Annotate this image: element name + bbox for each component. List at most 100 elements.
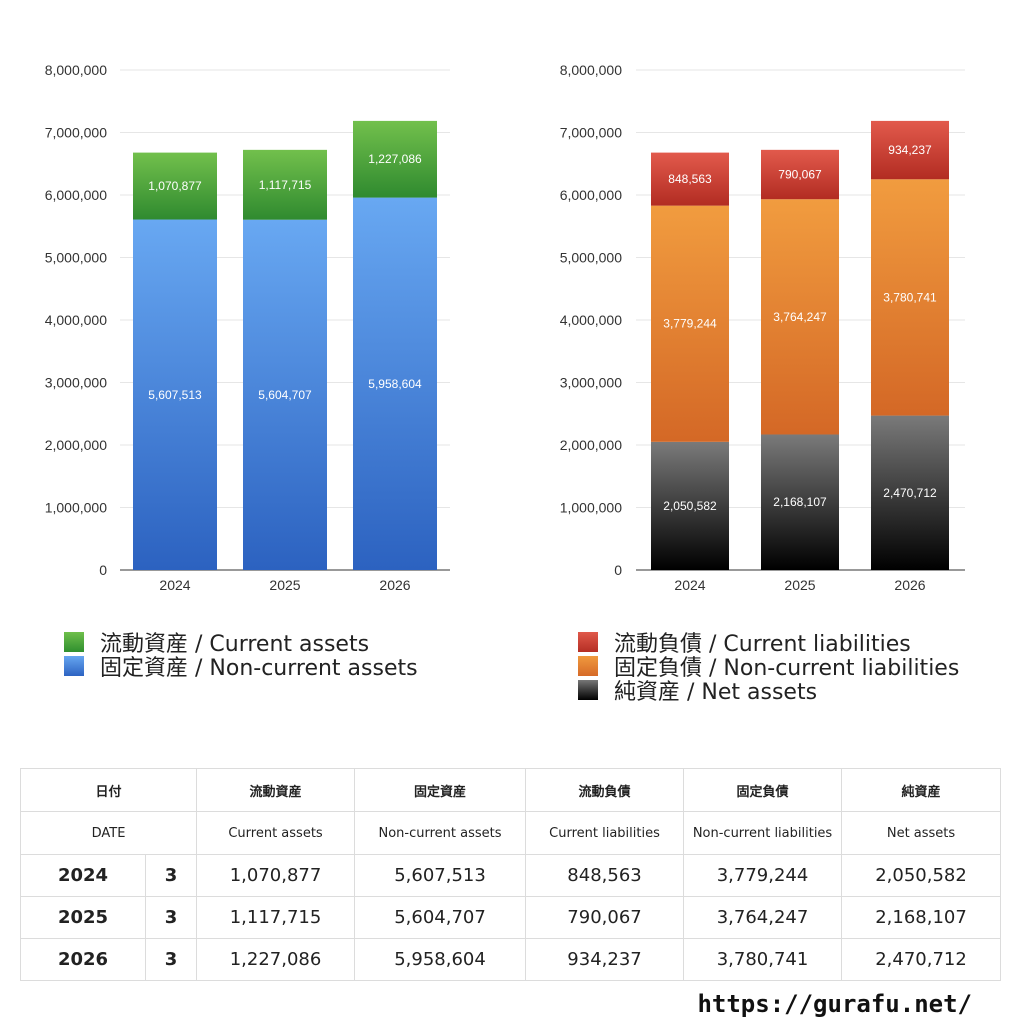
data-label-noncurrent-assets: 5,604,707 <box>258 388 312 402</box>
cell-current-liabilities: 934,237 <box>525 938 685 981</box>
data-label-current-assets: 1,117,715 <box>259 178 312 192</box>
header-date-jp: 日付 <box>19 768 198 812</box>
y-tick-label: 8,000,000 <box>560 62 622 78</box>
data-label-current-assets: 1,227,086 <box>368 152 422 166</box>
data-label-current-assets: 1,070,877 <box>148 179 202 193</box>
y-tick-label: 2,000,000 <box>560 437 622 453</box>
liabilities-legend: 流動負債 / Current liabilities 固定負債 / Non-cu… <box>578 630 959 705</box>
table-header-jp: 日付 流動資産 固定資産 流動負債 固定負債 純資産 <box>19 768 1002 812</box>
table-row: 2024 3 1,070,877 5,607,513 848,563 3,779… <box>20 854 1002 897</box>
legend-item-net-assets: 純資産 / Net assets <box>578 678 959 705</box>
bar-current-liabilities <box>871 120 949 180</box>
legend-swatch-current-liabilities <box>578 632 598 652</box>
cell-current-liabilities: 848,563 <box>525 854 685 897</box>
cell-net-assets: 2,050,582 <box>841 854 1002 897</box>
y-tick-label: 5,000,000 <box>45 250 107 266</box>
bar-noncurrent-assets <box>353 197 437 570</box>
assets-chart: 0 1,000,000 2,000,000 3,000,000 4,000,000 5,0… <box>45 62 450 593</box>
legend-label-net-assets: 純資産 / Net assets <box>614 680 818 705</box>
liabilities-chart: 0 1,000,000 2,000,000 3,000,000 4,000,000 5,0… <box>560 62 965 593</box>
data-label-noncurrent-liabilities: 3,779,244 <box>663 317 717 331</box>
row-count: 3 <box>144 938 198 981</box>
header-current-assets-en: Current assets <box>196 811 356 855</box>
header-date-en: DATE <box>19 811 198 855</box>
data-label-current-liabilities: 790,067 <box>778 168 822 182</box>
bar-net-assets <box>871 415 949 570</box>
data-label-noncurrent-assets: 5,958,604 <box>368 377 422 391</box>
y-tick-label: 4,000,000 <box>560 312 622 328</box>
data-label-noncurrent-liabilities: 3,764,247 <box>773 310 827 324</box>
cell-net-assets: 2,470,712 <box>841 938 1002 981</box>
bar-current-assets <box>353 120 437 198</box>
row-date: 2025 <box>20 896 146 939</box>
site-url: https://gurafu.net/ <box>697 990 972 1018</box>
bar-current-liabilities <box>651 152 729 206</box>
y-tick-label: 2,000,000 <box>45 437 107 453</box>
assets-legend: 流動資産 / Current assets 固定資産 / Non-current… <box>64 630 418 681</box>
cell-noncurrent-liabilities: 3,764,247 <box>683 896 843 939</box>
cell-current-assets: 1,117,715 <box>196 896 356 939</box>
header-current-liabilities-jp: 流動負債 <box>525 768 685 812</box>
x-tick-label: 2024 <box>159 577 190 593</box>
header-noncurrent-liabilities-en: Non-current liabilities <box>683 811 843 855</box>
legend-swatch-net-assets <box>578 680 598 700</box>
legend-label-noncurrent-liabilities: 固定負債 / Non-current liabilities <box>614 656 960 681</box>
bar-noncurrent-assets <box>133 219 217 570</box>
y-tick-label: 4,000,000 <box>45 312 107 328</box>
legend-item-noncurrent-liabilities: 固定負債 / Non-current liabilities <box>578 654 959 681</box>
y-tick-label: 8,000,000 <box>45 62 107 78</box>
x-tick-label: 2024 <box>674 577 705 593</box>
bar-current-assets <box>243 149 327 220</box>
cell-net-assets: 2,168,107 <box>841 896 1002 939</box>
legend-swatch-noncurrent-liabilities <box>578 656 598 676</box>
data-label-current-liabilities: 848,563 <box>668 172 712 186</box>
data-label-net-assets: 2,470,712 <box>883 486 937 500</box>
table-row: 2026 3 1,227,086 5,958,604 934,237 3,780… <box>20 938 1002 981</box>
data-label-net-assets: 2,050,582 <box>663 499 717 513</box>
y-tick-label: 7,000,000 <box>560 125 622 141</box>
bar-net-assets <box>761 434 839 570</box>
legend-item-current-liabilities: 流動負債 / Current liabilities <box>578 630 959 657</box>
header-current-assets-jp: 流動資産 <box>196 768 356 812</box>
cell-noncurrent-liabilities: 3,780,741 <box>683 938 843 981</box>
x-tick-label: 2025 <box>784 577 815 593</box>
x-tick-label: 2026 <box>379 577 410 593</box>
bar-noncurrent-liabilities <box>651 205 729 442</box>
y-tick-label: 0 <box>614 562 622 578</box>
row-date: 2024 <box>20 854 146 897</box>
bar-current-liabilities <box>761 149 839 200</box>
y-tick-label: 1,000,000 <box>45 500 107 516</box>
header-noncurrent-assets-jp: 固定資産 <box>354 768 527 812</box>
table-header-en: DATE Current assets Non-current assets C… <box>19 811 1002 855</box>
data-table: 日付 流動資産 固定資産 流動負債 固定負債 純資産 DATE Current … <box>19 768 1002 981</box>
legend-item-current-assets: 流動資産 / Current assets <box>64 630 418 657</box>
cell-noncurrent-assets: 5,607,513 <box>354 854 527 897</box>
data-label-net-assets: 2,168,107 <box>773 495 827 509</box>
bar-noncurrent-liabilities <box>871 179 949 416</box>
header-net-assets-en: Net assets <box>841 811 1002 855</box>
y-tick-label: 6,000,000 <box>45 187 107 203</box>
data-label-noncurrent-liabilities: 3,780,741 <box>883 290 937 304</box>
legend-label-current-liabilities: 流動負債 / Current liabilities <box>614 632 911 657</box>
table-row: 2025 3 1,117,715 5,604,707 790,067 3,764… <box>20 896 1002 939</box>
bar-noncurrent-liabilities <box>761 199 839 435</box>
legend-swatch-current-assets <box>64 632 84 652</box>
bar-current-assets <box>133 152 217 220</box>
x-tick-label: 2026 <box>894 577 925 593</box>
cell-noncurrent-liabilities: 3,779,244 <box>683 854 843 897</box>
cell-current-assets: 1,070,877 <box>196 854 356 897</box>
header-noncurrent-assets-en: Non-current assets <box>354 811 527 855</box>
cell-noncurrent-assets: 5,958,604 <box>354 938 527 981</box>
legend-label-noncurrent-assets: 固定資産 / Non-current assets <box>100 656 418 681</box>
charts-canvas: 0 1,000,000 2,000,000 3,000,000 4,000,000 5,0… <box>45 62 965 593</box>
legend-label-current-assets: 流動資産 / Current assets <box>100 632 370 657</box>
header-current-liabilities-en: Current liabilities <box>525 811 685 855</box>
legend-swatch-noncurrent-assets <box>64 656 84 676</box>
header-noncurrent-liabilities-jp: 固定負債 <box>683 768 843 812</box>
data-label-noncurrent-assets: 5,607,513 <box>148 388 202 402</box>
bar-noncurrent-assets <box>243 219 327 570</box>
legend-item-noncurrent-assets: 固定資産 / Non-current assets <box>64 654 418 681</box>
cell-current-assets: 1,227,086 <box>196 938 356 981</box>
row-count: 3 <box>144 896 198 939</box>
y-tick-label: 7,000,000 <box>45 125 107 141</box>
